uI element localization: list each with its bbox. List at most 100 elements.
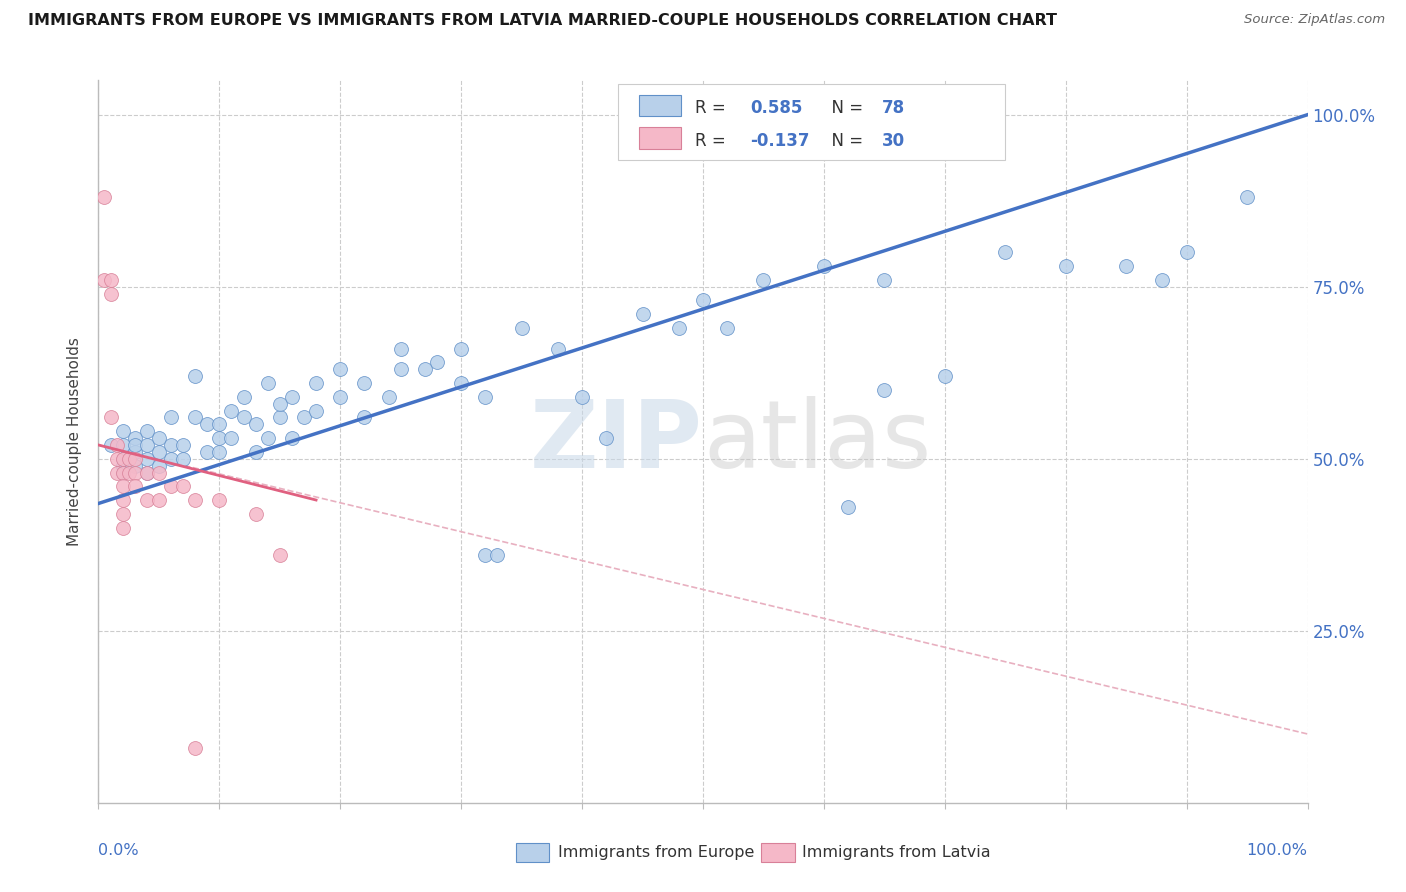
Point	[413, 362, 436, 376]
Point	[281, 431, 304, 445]
Point	[547, 342, 569, 356]
Point	[124, 479, 146, 493]
Point	[100, 286, 122, 301]
FancyBboxPatch shape	[761, 843, 794, 862]
Point	[111, 479, 134, 493]
Text: -0.137: -0.137	[751, 132, 810, 150]
Point	[105, 466, 128, 480]
Text: N =: N =	[821, 132, 869, 150]
Point	[172, 479, 194, 493]
Text: IMMIGRANTS FROM EUROPE VS IMMIGRANTS FROM LATVIA MARRIED-COUPLE HOUSEHOLDS CORRE: IMMIGRANTS FROM EUROPE VS IMMIGRANTS FRO…	[28, 13, 1057, 29]
Point	[93, 273, 115, 287]
FancyBboxPatch shape	[638, 95, 682, 116]
Text: 100.0%: 100.0%	[1247, 843, 1308, 857]
Point	[269, 410, 291, 425]
Point	[208, 417, 231, 432]
Point	[195, 445, 218, 459]
Point	[934, 369, 956, 384]
Point	[160, 479, 183, 493]
Point	[1054, 259, 1077, 273]
Point	[232, 410, 254, 425]
Point	[474, 548, 496, 562]
Point	[195, 417, 218, 432]
Point	[184, 410, 207, 425]
Point	[135, 438, 157, 452]
Point	[305, 376, 328, 390]
Text: atlas: atlas	[703, 395, 931, 488]
Point	[281, 390, 304, 404]
Point	[813, 259, 835, 273]
Point	[135, 451, 157, 466]
Point	[105, 438, 128, 452]
Text: Immigrants from Europe: Immigrants from Europe	[558, 845, 754, 860]
Text: 0.585: 0.585	[751, 100, 803, 118]
Point	[1236, 190, 1258, 204]
Point	[184, 493, 207, 508]
Text: Immigrants from Latvia: Immigrants from Latvia	[803, 845, 991, 860]
Point	[329, 390, 352, 404]
Point	[221, 431, 243, 445]
Point	[93, 190, 115, 204]
Point	[1115, 259, 1137, 273]
FancyBboxPatch shape	[516, 843, 550, 862]
Point	[571, 390, 593, 404]
Point	[124, 451, 146, 466]
Point	[135, 466, 157, 480]
Point	[692, 293, 714, 308]
Point	[111, 520, 134, 534]
Text: 30: 30	[882, 132, 905, 150]
Point	[668, 321, 690, 335]
Point	[124, 466, 146, 480]
Point	[160, 410, 183, 425]
Point	[172, 438, 194, 452]
Point	[716, 321, 738, 335]
Point	[124, 438, 146, 452]
Point	[873, 383, 896, 397]
Point	[172, 451, 194, 466]
Y-axis label: Married-couple Households: Married-couple Households	[67, 337, 83, 546]
Point	[353, 410, 375, 425]
Point	[353, 376, 375, 390]
Point	[1152, 273, 1174, 287]
Text: ZIP: ZIP	[530, 395, 703, 488]
Point	[148, 431, 170, 445]
Point	[208, 431, 231, 445]
Point	[135, 493, 157, 508]
Point	[292, 410, 315, 425]
Point	[118, 451, 141, 466]
Point	[510, 321, 533, 335]
Point	[377, 390, 399, 404]
Point	[426, 355, 449, 369]
FancyBboxPatch shape	[638, 128, 682, 149]
Text: 0.0%: 0.0%	[98, 843, 139, 857]
Point	[111, 466, 134, 480]
Text: N =: N =	[821, 100, 869, 118]
Point	[100, 410, 122, 425]
Point	[160, 451, 183, 466]
Point	[269, 548, 291, 562]
Point	[148, 466, 170, 480]
Point	[184, 740, 207, 755]
Point	[148, 493, 170, 508]
Point	[389, 342, 412, 356]
Point	[208, 445, 231, 459]
Point	[256, 431, 278, 445]
Point	[100, 273, 122, 287]
Point	[148, 445, 170, 459]
Point	[124, 445, 146, 459]
Point	[111, 507, 134, 521]
Point	[1175, 245, 1198, 260]
Point	[595, 431, 617, 445]
Point	[305, 403, 328, 417]
Point	[148, 458, 170, 473]
Point	[111, 466, 134, 480]
Point	[752, 273, 775, 287]
Point	[135, 466, 157, 480]
Point	[160, 438, 183, 452]
Text: R =: R =	[695, 100, 731, 118]
Point	[631, 307, 654, 321]
Point	[269, 397, 291, 411]
Point	[111, 451, 134, 466]
FancyBboxPatch shape	[619, 84, 1005, 160]
Point	[450, 342, 472, 356]
